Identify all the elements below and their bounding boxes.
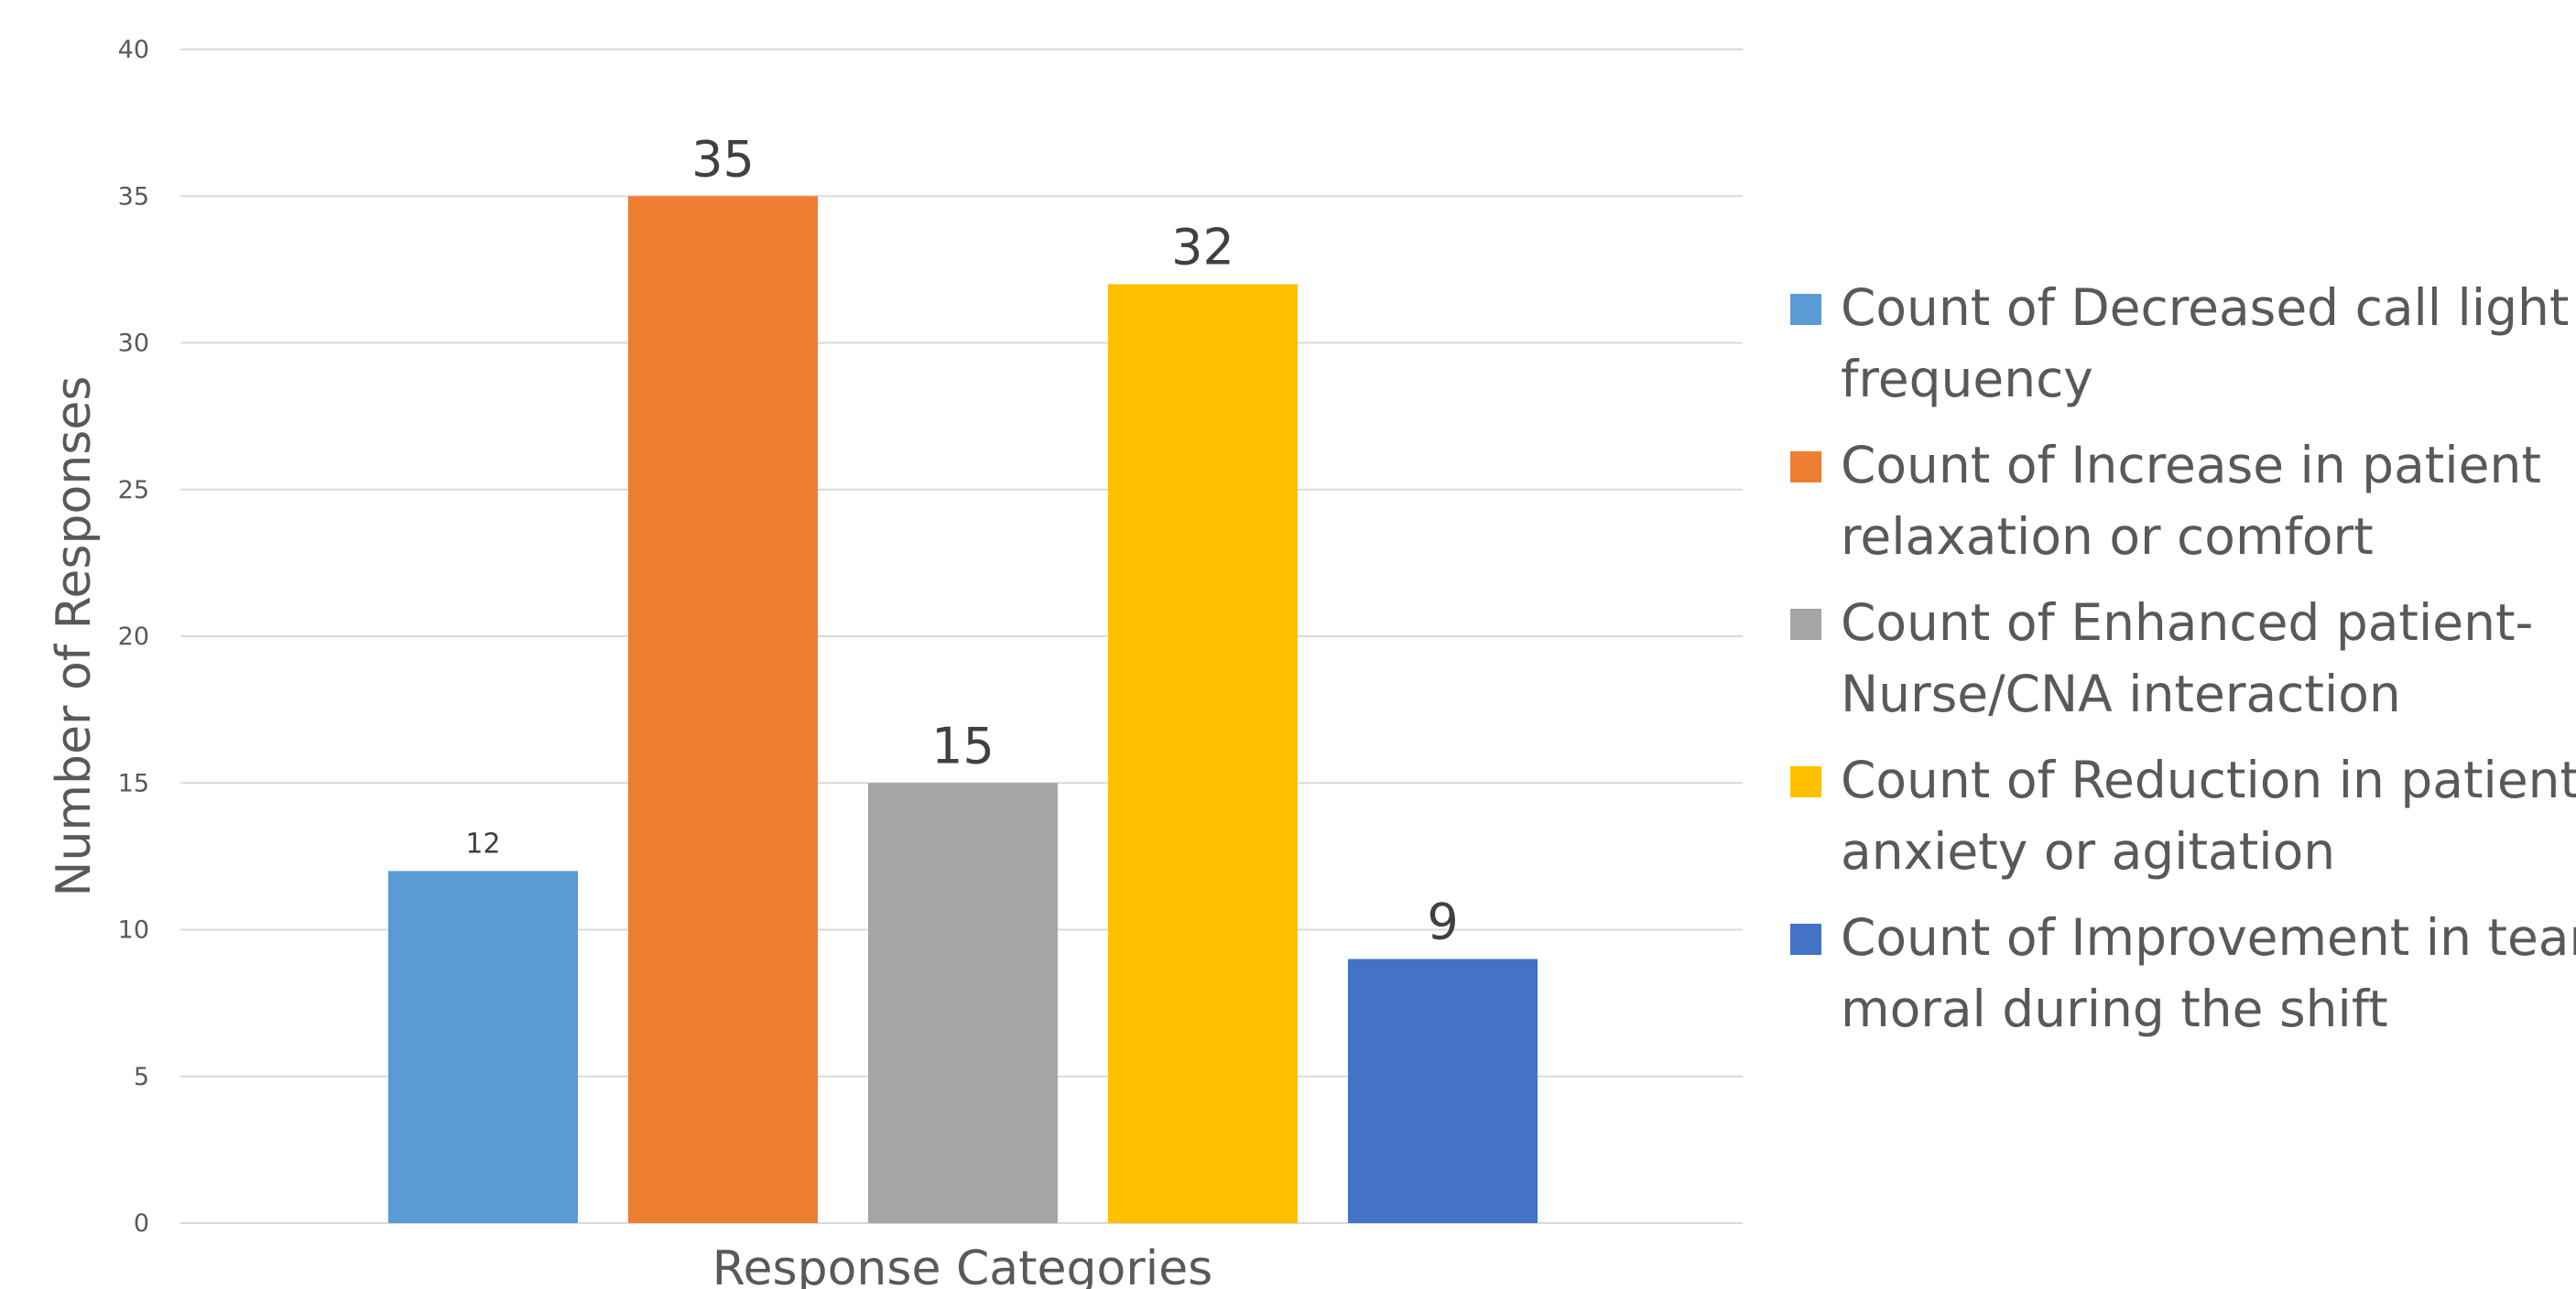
legend: Count of Decreased call lightfrequencyCo… <box>1790 278 2576 1038</box>
legend-item: Count of Increase in patient relaxation o… <box>1790 436 2541 566</box>
x-axis-title: Response Categories <box>712 1241 1213 1289</box>
y-axis-ticks: 0 5 10 15 20 25 30 35 40 <box>118 36 149 1238</box>
y-tick-label: 15 <box>118 769 149 797</box>
bar-1 <box>388 871 578 1223</box>
data-label: 9 <box>1427 894 1458 951</box>
legend-label-line: Count of Decreased call light <box>1841 278 2569 337</box>
data-label: 12 <box>465 828 500 860</box>
y-tick-label: 25 <box>118 476 149 504</box>
legend-label-line: Count of Enhanced patient- <box>1841 593 2533 652</box>
y-tick-label: 20 <box>118 623 149 651</box>
legend-item: Count of Decreased call light frequency <box>1790 278 2569 408</box>
legend-label-line: relaxation or comfort <box>1841 507 2374 566</box>
bar-5 <box>1348 959 1538 1223</box>
legend-swatch <box>1790 766 1821 797</box>
data-label: 35 <box>691 130 755 188</box>
legend-item: Count of Improvement in team moral during… <box>1790 908 2576 1038</box>
y-tick-label: 0 <box>134 1209 149 1238</box>
bar-4 <box>1108 284 1298 1223</box>
y-tick-label: 10 <box>118 916 149 945</box>
y-axis-title: Number of Responses <box>47 376 102 897</box>
data-labels: 12 35 15 32 9 <box>465 130 1458 950</box>
legend-swatch <box>1790 294 1821 325</box>
legend-swatch <box>1790 924 1821 955</box>
legend-label-line: Count of Reduction in patient <box>1841 751 2576 809</box>
legend-item: Count of Reduction in patient anxiety or … <box>1790 751 2576 881</box>
y-tick-label: 30 <box>118 330 149 358</box>
bar-3 <box>868 783 1058 1223</box>
bar-2 <box>628 196 818 1223</box>
data-label: 32 <box>1171 218 1234 276</box>
bars <box>388 196 1538 1223</box>
y-tick-label: 35 <box>118 182 149 211</box>
legend-label-line: moral during the shift <box>1841 980 2388 1038</box>
legend-swatch <box>1790 609 1821 640</box>
y-tick-label: 40 <box>118 36 149 64</box>
legend-label-line: anxiety or agitation <box>1841 822 2335 881</box>
legend-label-line: Count of Improvement in team <box>1841 908 2576 967</box>
legend-label-line: Nurse/CNA interaction <box>1841 665 2401 723</box>
legend-label-line: Count of Increase in patient <box>1841 436 2541 494</box>
legend-item: Count of Enhanced patient- Nurse/CNA inte… <box>1790 593 2533 723</box>
data-label: 15 <box>931 717 995 774</box>
legend-label-line: frequency <box>1841 350 2093 408</box>
legend-swatch <box>1790 451 1821 482</box>
y-tick-label: 5 <box>134 1063 149 1091</box>
